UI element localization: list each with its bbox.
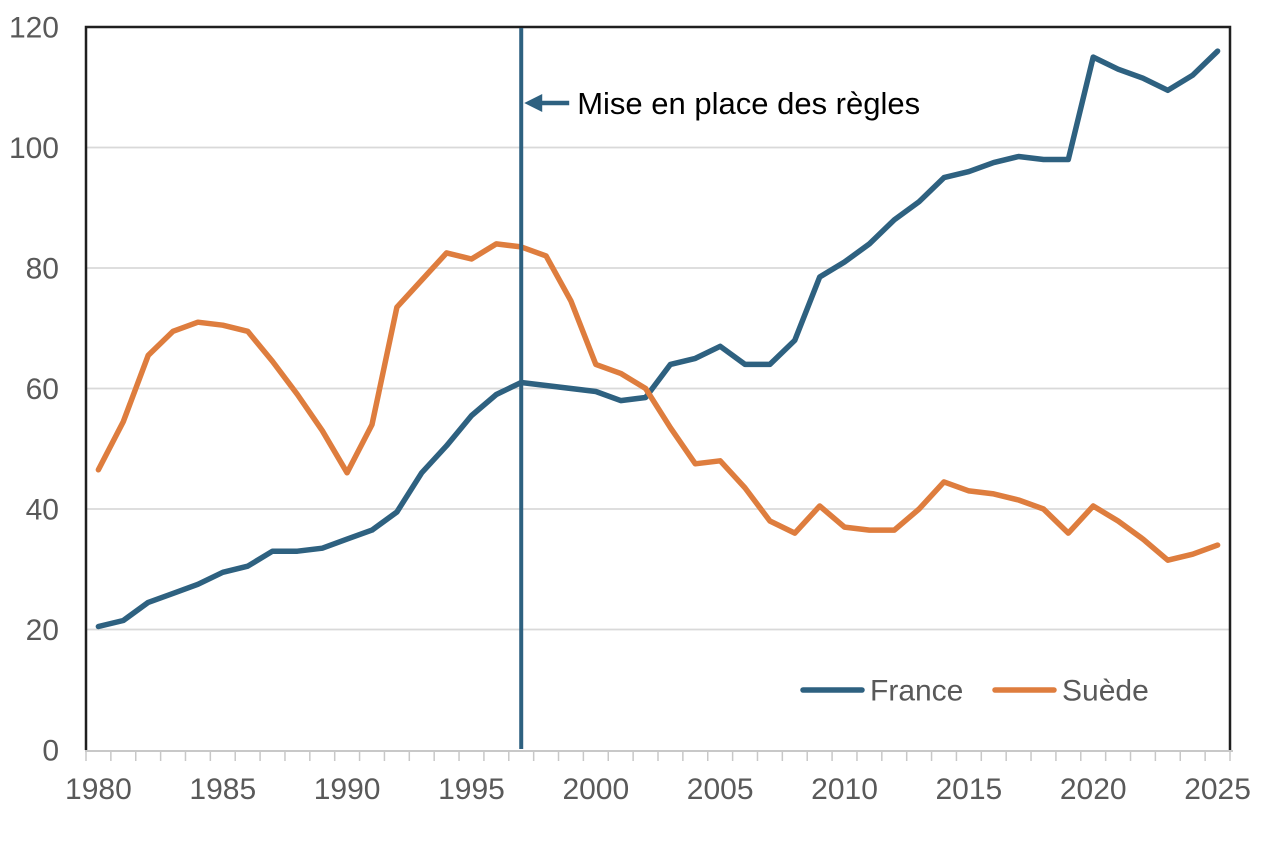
legend: France Suède xyxy=(800,675,1149,708)
y-axis-label: 20 xyxy=(26,614,59,647)
series-lines xyxy=(95,48,1221,630)
y-axis-label: 120 xyxy=(9,12,59,45)
x-axis-label: 2020 xyxy=(1060,773,1127,806)
legend-label-france: France xyxy=(870,675,963,708)
axes: 0 20 40 60 80 100 120 1980 1985 1990 1995 2000 2005 2… xyxy=(9,12,1251,807)
annotation-arrow-icon xyxy=(524,94,543,112)
x-axis-label: 1985 xyxy=(189,773,256,806)
series-line-suede xyxy=(95,241,1221,563)
y-axis-label: 40 xyxy=(26,494,59,527)
series-line-france xyxy=(95,48,1221,630)
x-axis-label: 2015 xyxy=(935,773,1002,806)
legend-label-suede: Suède xyxy=(1062,675,1149,708)
x-axis-label: 1995 xyxy=(438,773,505,806)
y-axis-label: 0 xyxy=(42,735,59,768)
y-axis-label: 60 xyxy=(26,373,59,406)
x-axis-label: 2025 xyxy=(1184,773,1251,806)
annotation: Mise en place des règles xyxy=(524,86,920,121)
x-axis-label: 2000 xyxy=(562,773,629,806)
x-axis-label: 1980 xyxy=(65,773,132,806)
y-axis-label: 100 xyxy=(9,132,59,165)
x-axis-label: 1990 xyxy=(314,773,381,806)
y-axis-label: 80 xyxy=(26,253,59,286)
plot-border xyxy=(84,25,1232,750)
x-axis-label: 2005 xyxy=(687,773,754,806)
annotation-text: Mise en place des règles xyxy=(577,86,920,121)
x-axis-label: 2010 xyxy=(811,773,878,806)
